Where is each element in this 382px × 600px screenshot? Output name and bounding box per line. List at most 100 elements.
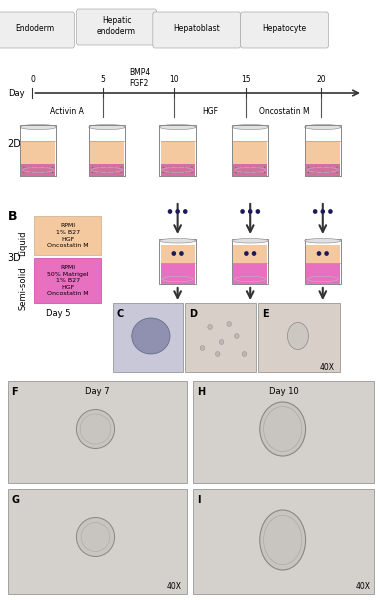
- FancyBboxPatch shape: [34, 258, 101, 303]
- Bar: [305, 124, 341, 175]
- Ellipse shape: [31, 172, 32, 173]
- Bar: [305, 127, 341, 175]
- Text: Oncostatin M: Oncostatin M: [259, 107, 310, 115]
- Ellipse shape: [106, 172, 108, 173]
- Ellipse shape: [242, 352, 247, 356]
- Bar: [161, 164, 195, 175]
- Ellipse shape: [260, 402, 306, 456]
- Ellipse shape: [208, 325, 212, 329]
- Bar: [161, 142, 195, 164]
- Text: RPMI
50% Matrigel
1% B27
HGF
Oncostatin M: RPMI 50% Matrigel 1% B27 HGF Oncostatin …: [47, 265, 88, 296]
- Ellipse shape: [172, 251, 176, 256]
- Bar: [89, 124, 125, 175]
- Ellipse shape: [315, 172, 316, 173]
- Ellipse shape: [257, 172, 258, 173]
- Ellipse shape: [121, 172, 122, 173]
- Text: BMP4
FGF2: BMP4 FGF2: [129, 68, 150, 88]
- Text: 2D: 2D: [8, 139, 21, 149]
- Ellipse shape: [322, 167, 324, 168]
- Bar: [233, 142, 267, 164]
- Ellipse shape: [315, 167, 316, 168]
- FancyBboxPatch shape: [0, 12, 74, 48]
- Ellipse shape: [177, 167, 178, 168]
- Ellipse shape: [106, 167, 108, 168]
- Bar: [161, 263, 195, 283]
- Ellipse shape: [249, 167, 251, 168]
- Text: D: D: [189, 309, 197, 319]
- Ellipse shape: [232, 124, 269, 130]
- Ellipse shape: [337, 167, 338, 168]
- Ellipse shape: [191, 167, 193, 168]
- FancyBboxPatch shape: [34, 216, 101, 255]
- Bar: [232, 127, 269, 175]
- Bar: [89, 127, 125, 175]
- Text: E: E: [262, 309, 268, 319]
- Text: Hepatocyte: Hepatocyte: [262, 25, 307, 34]
- Text: RPMI
1% B27
HGF
Oncostatin M: RPMI 1% B27 HGF Oncostatin M: [47, 223, 88, 248]
- Text: Day 10: Day 10: [269, 387, 298, 396]
- Ellipse shape: [243, 167, 244, 168]
- Text: 0: 0: [30, 75, 35, 84]
- Text: Day 7: Day 7: [85, 387, 110, 396]
- Bar: [90, 164, 124, 175]
- Ellipse shape: [45, 172, 46, 173]
- Ellipse shape: [92, 172, 93, 173]
- Ellipse shape: [183, 209, 188, 214]
- Ellipse shape: [45, 167, 46, 168]
- Bar: [8, 489, 187, 594]
- Bar: [193, 381, 374, 483]
- Bar: [233, 164, 267, 175]
- Text: Semi-solid: Semi-solid: [18, 266, 28, 310]
- Ellipse shape: [179, 251, 184, 256]
- Text: 40X: 40X: [319, 363, 334, 372]
- Ellipse shape: [132, 318, 170, 354]
- Ellipse shape: [256, 209, 260, 214]
- Ellipse shape: [113, 172, 115, 173]
- Ellipse shape: [184, 167, 185, 168]
- Ellipse shape: [305, 124, 341, 130]
- Ellipse shape: [308, 172, 309, 173]
- Ellipse shape: [89, 124, 125, 130]
- Ellipse shape: [337, 172, 338, 173]
- Ellipse shape: [320, 209, 325, 214]
- Ellipse shape: [191, 172, 193, 173]
- FancyBboxPatch shape: [241, 12, 329, 48]
- Bar: [185, 303, 256, 372]
- Text: Endoderm: Endoderm: [15, 25, 54, 34]
- Bar: [233, 245, 267, 263]
- Bar: [8, 381, 187, 483]
- Ellipse shape: [76, 517, 115, 557]
- Ellipse shape: [248, 209, 253, 214]
- Bar: [90, 142, 124, 164]
- Bar: [160, 124, 196, 175]
- Text: HGF: HGF: [202, 107, 218, 115]
- Ellipse shape: [313, 209, 317, 214]
- Ellipse shape: [170, 167, 171, 168]
- Text: Day: Day: [8, 88, 24, 97]
- Ellipse shape: [170, 172, 171, 173]
- Ellipse shape: [163, 172, 164, 173]
- Ellipse shape: [252, 251, 256, 256]
- Ellipse shape: [23, 167, 24, 168]
- Text: 20: 20: [316, 75, 326, 84]
- Bar: [20, 127, 57, 175]
- Bar: [161, 245, 195, 263]
- Ellipse shape: [37, 167, 39, 168]
- Ellipse shape: [37, 172, 39, 173]
- Ellipse shape: [329, 167, 330, 168]
- FancyBboxPatch shape: [153, 12, 241, 48]
- Text: 15: 15: [241, 75, 251, 84]
- Text: 40X: 40X: [167, 582, 181, 591]
- Ellipse shape: [175, 209, 180, 214]
- Ellipse shape: [160, 239, 196, 243]
- Ellipse shape: [235, 334, 239, 338]
- Ellipse shape: [227, 322, 231, 326]
- Bar: [160, 127, 196, 175]
- Bar: [193, 489, 374, 594]
- Bar: [305, 238, 341, 283]
- Text: 3D: 3D: [8, 253, 21, 263]
- Text: A: A: [8, 15, 17, 28]
- Ellipse shape: [121, 167, 122, 168]
- Ellipse shape: [249, 172, 251, 173]
- Ellipse shape: [177, 172, 178, 173]
